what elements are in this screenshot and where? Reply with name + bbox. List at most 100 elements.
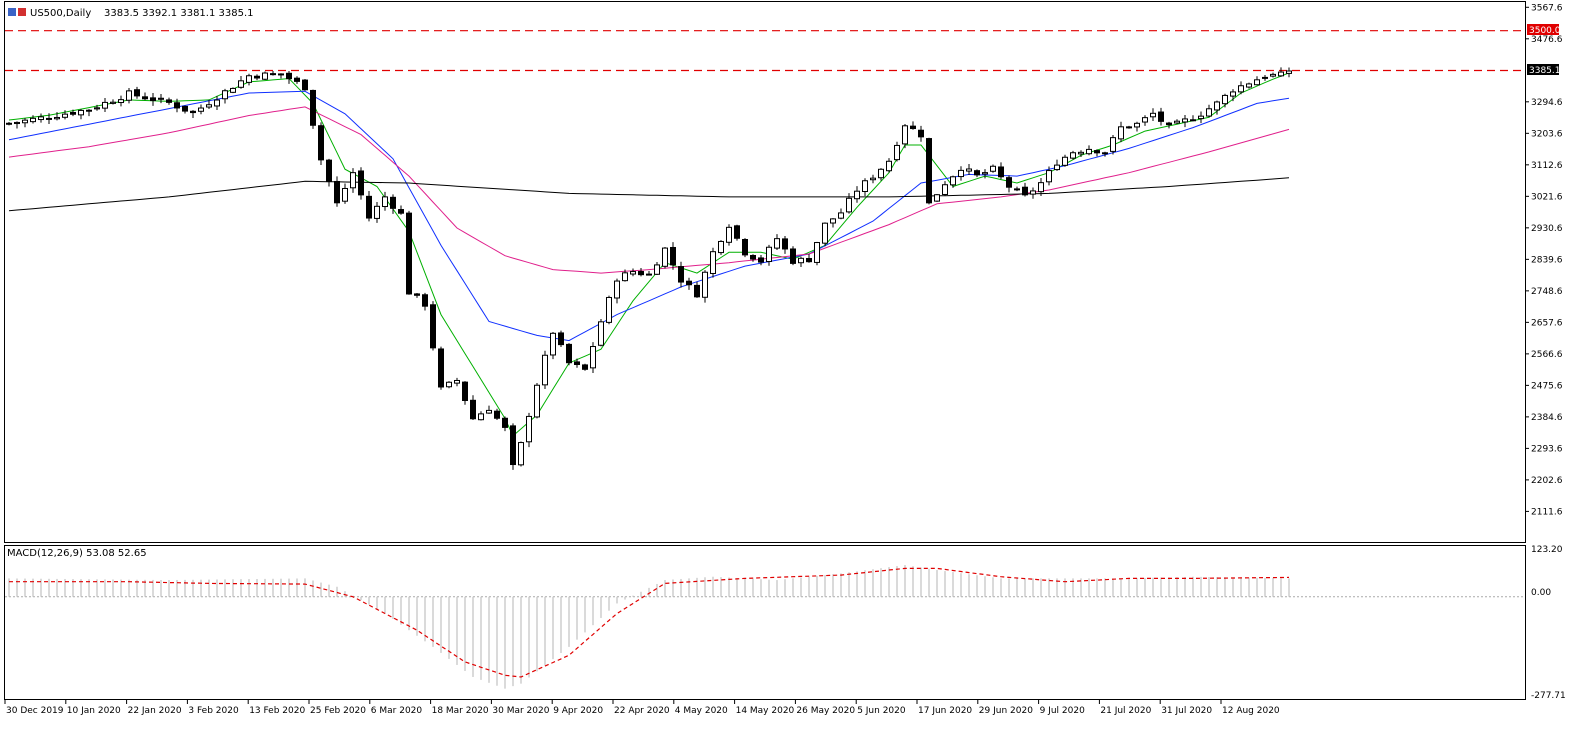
candle-body [574, 361, 580, 366]
candle-body [910, 125, 916, 130]
candle-body [438, 348, 444, 388]
candle-body [622, 272, 628, 282]
current-price-tag [1527, 64, 1559, 75]
candle-body [926, 138, 932, 204]
price-tick-label: 2839.6 [1531, 255, 1563, 265]
price-tick-label: 2202.6 [1531, 476, 1563, 486]
time-tick-label: 14 May 2020 [736, 706, 795, 716]
candle-body [1142, 117, 1148, 123]
candle-body [758, 257, 764, 263]
candle-body [846, 197, 852, 213]
time-tick-label: 30 Dec 2019 [6, 706, 64, 716]
time-tick-label: 29 Jun 2020 [979, 706, 1033, 716]
candle-body [494, 410, 500, 419]
candle-body [1046, 170, 1052, 183]
price-tick-label: 3567.6 [1531, 3, 1563, 13]
candle-body [198, 107, 204, 112]
candle-body [558, 332, 564, 346]
candle-body [598, 321, 604, 346]
candle-body [462, 381, 468, 401]
candle-body [582, 364, 588, 370]
candle-body [1166, 122, 1172, 126]
candle-body [750, 254, 756, 260]
candle-body [350, 172, 356, 189]
candle-body [182, 105, 188, 112]
candle-body [406, 212, 412, 295]
candle-body [1014, 188, 1020, 191]
candle-body [934, 194, 940, 202]
candle-body [486, 409, 492, 414]
candlesticks [6, 67, 1292, 470]
candle-body [1038, 182, 1044, 193]
candle-body [1030, 190, 1036, 195]
price-tick-label: 2293.6 [1531, 444, 1563, 454]
candle-body [6, 122, 12, 125]
candle-body [990, 165, 996, 172]
candle-body [454, 379, 460, 384]
candle-body [1182, 118, 1188, 123]
candle-body [1070, 152, 1076, 159]
candle-body [590, 346, 596, 369]
candle-body [374, 205, 380, 219]
candle-body [774, 238, 780, 249]
candle-body [806, 257, 812, 263]
candle-body [94, 107, 100, 110]
candle-body [78, 109, 84, 116]
candle-body [422, 294, 428, 307]
candle-body [998, 166, 1004, 178]
candle-body [262, 72, 268, 80]
candle-body [118, 99, 124, 104]
time-tick-label: 25 Feb 2020 [310, 706, 366, 716]
candle-body [1150, 112, 1156, 118]
candle-body [950, 176, 956, 186]
candle-body [1086, 148, 1092, 155]
candle-body [414, 293, 420, 296]
candle-body [686, 280, 692, 286]
candle-body [550, 332, 556, 356]
candle-body [1262, 76, 1268, 79]
candle-body [190, 110, 196, 114]
candle-body [278, 73, 284, 76]
resistance-price-label: 3500.0 [1529, 26, 1561, 36]
candle-body [1214, 101, 1220, 111]
candle-body [854, 190, 860, 200]
candle-body [358, 170, 364, 196]
candle-body [134, 89, 140, 97]
candle-body [382, 196, 388, 208]
candle-body [14, 121, 20, 125]
candle-body [86, 109, 92, 112]
candle-body [966, 168, 972, 172]
candle-body [390, 196, 396, 209]
candle-body [870, 177, 876, 181]
candle-body [1190, 119, 1196, 122]
candle-body [1134, 122, 1140, 128]
candle-body [286, 72, 292, 80]
candle-body [102, 101, 108, 109]
price-tick-label: 2930.6 [1531, 224, 1563, 234]
price-tick-label: 2566.6 [1531, 350, 1563, 360]
price-tick-label: 2748.6 [1531, 287, 1563, 297]
candle-body [510, 425, 516, 466]
candle-body [158, 97, 164, 100]
time-axis: 30 Dec 2019 10 Jan 2020 22 Jan 2020 3 Feb 2… [4, 700, 1280, 716]
price-tick-label: 2384.6 [1531, 413, 1563, 423]
candle-body [230, 87, 236, 93]
candle-body [470, 399, 476, 420]
candle-body [270, 73, 276, 76]
candle-body [446, 381, 452, 388]
candle-body [1078, 151, 1084, 155]
price-tick-label: 3476.6 [1531, 35, 1563, 45]
time-tick-label: 31 Jul 2020 [1161, 706, 1212, 716]
candle-body [22, 119, 28, 124]
candle-body [366, 195, 372, 219]
macd-label: MACD(12,26,9) 53.08 52.65 [7, 548, 147, 559]
candle-body [790, 248, 796, 264]
candle-body [614, 280, 620, 299]
candle-body [1278, 71, 1284, 77]
price-axis: 3567.6 3476.6 3294.6 3203.6 3112.6 3021.6 2930… [1525, 3, 1563, 517]
candle-body [894, 144, 900, 161]
candle-body [742, 238, 748, 256]
candle-body [1246, 83, 1252, 88]
current-price-label: 3385.1 [1529, 66, 1561, 76]
